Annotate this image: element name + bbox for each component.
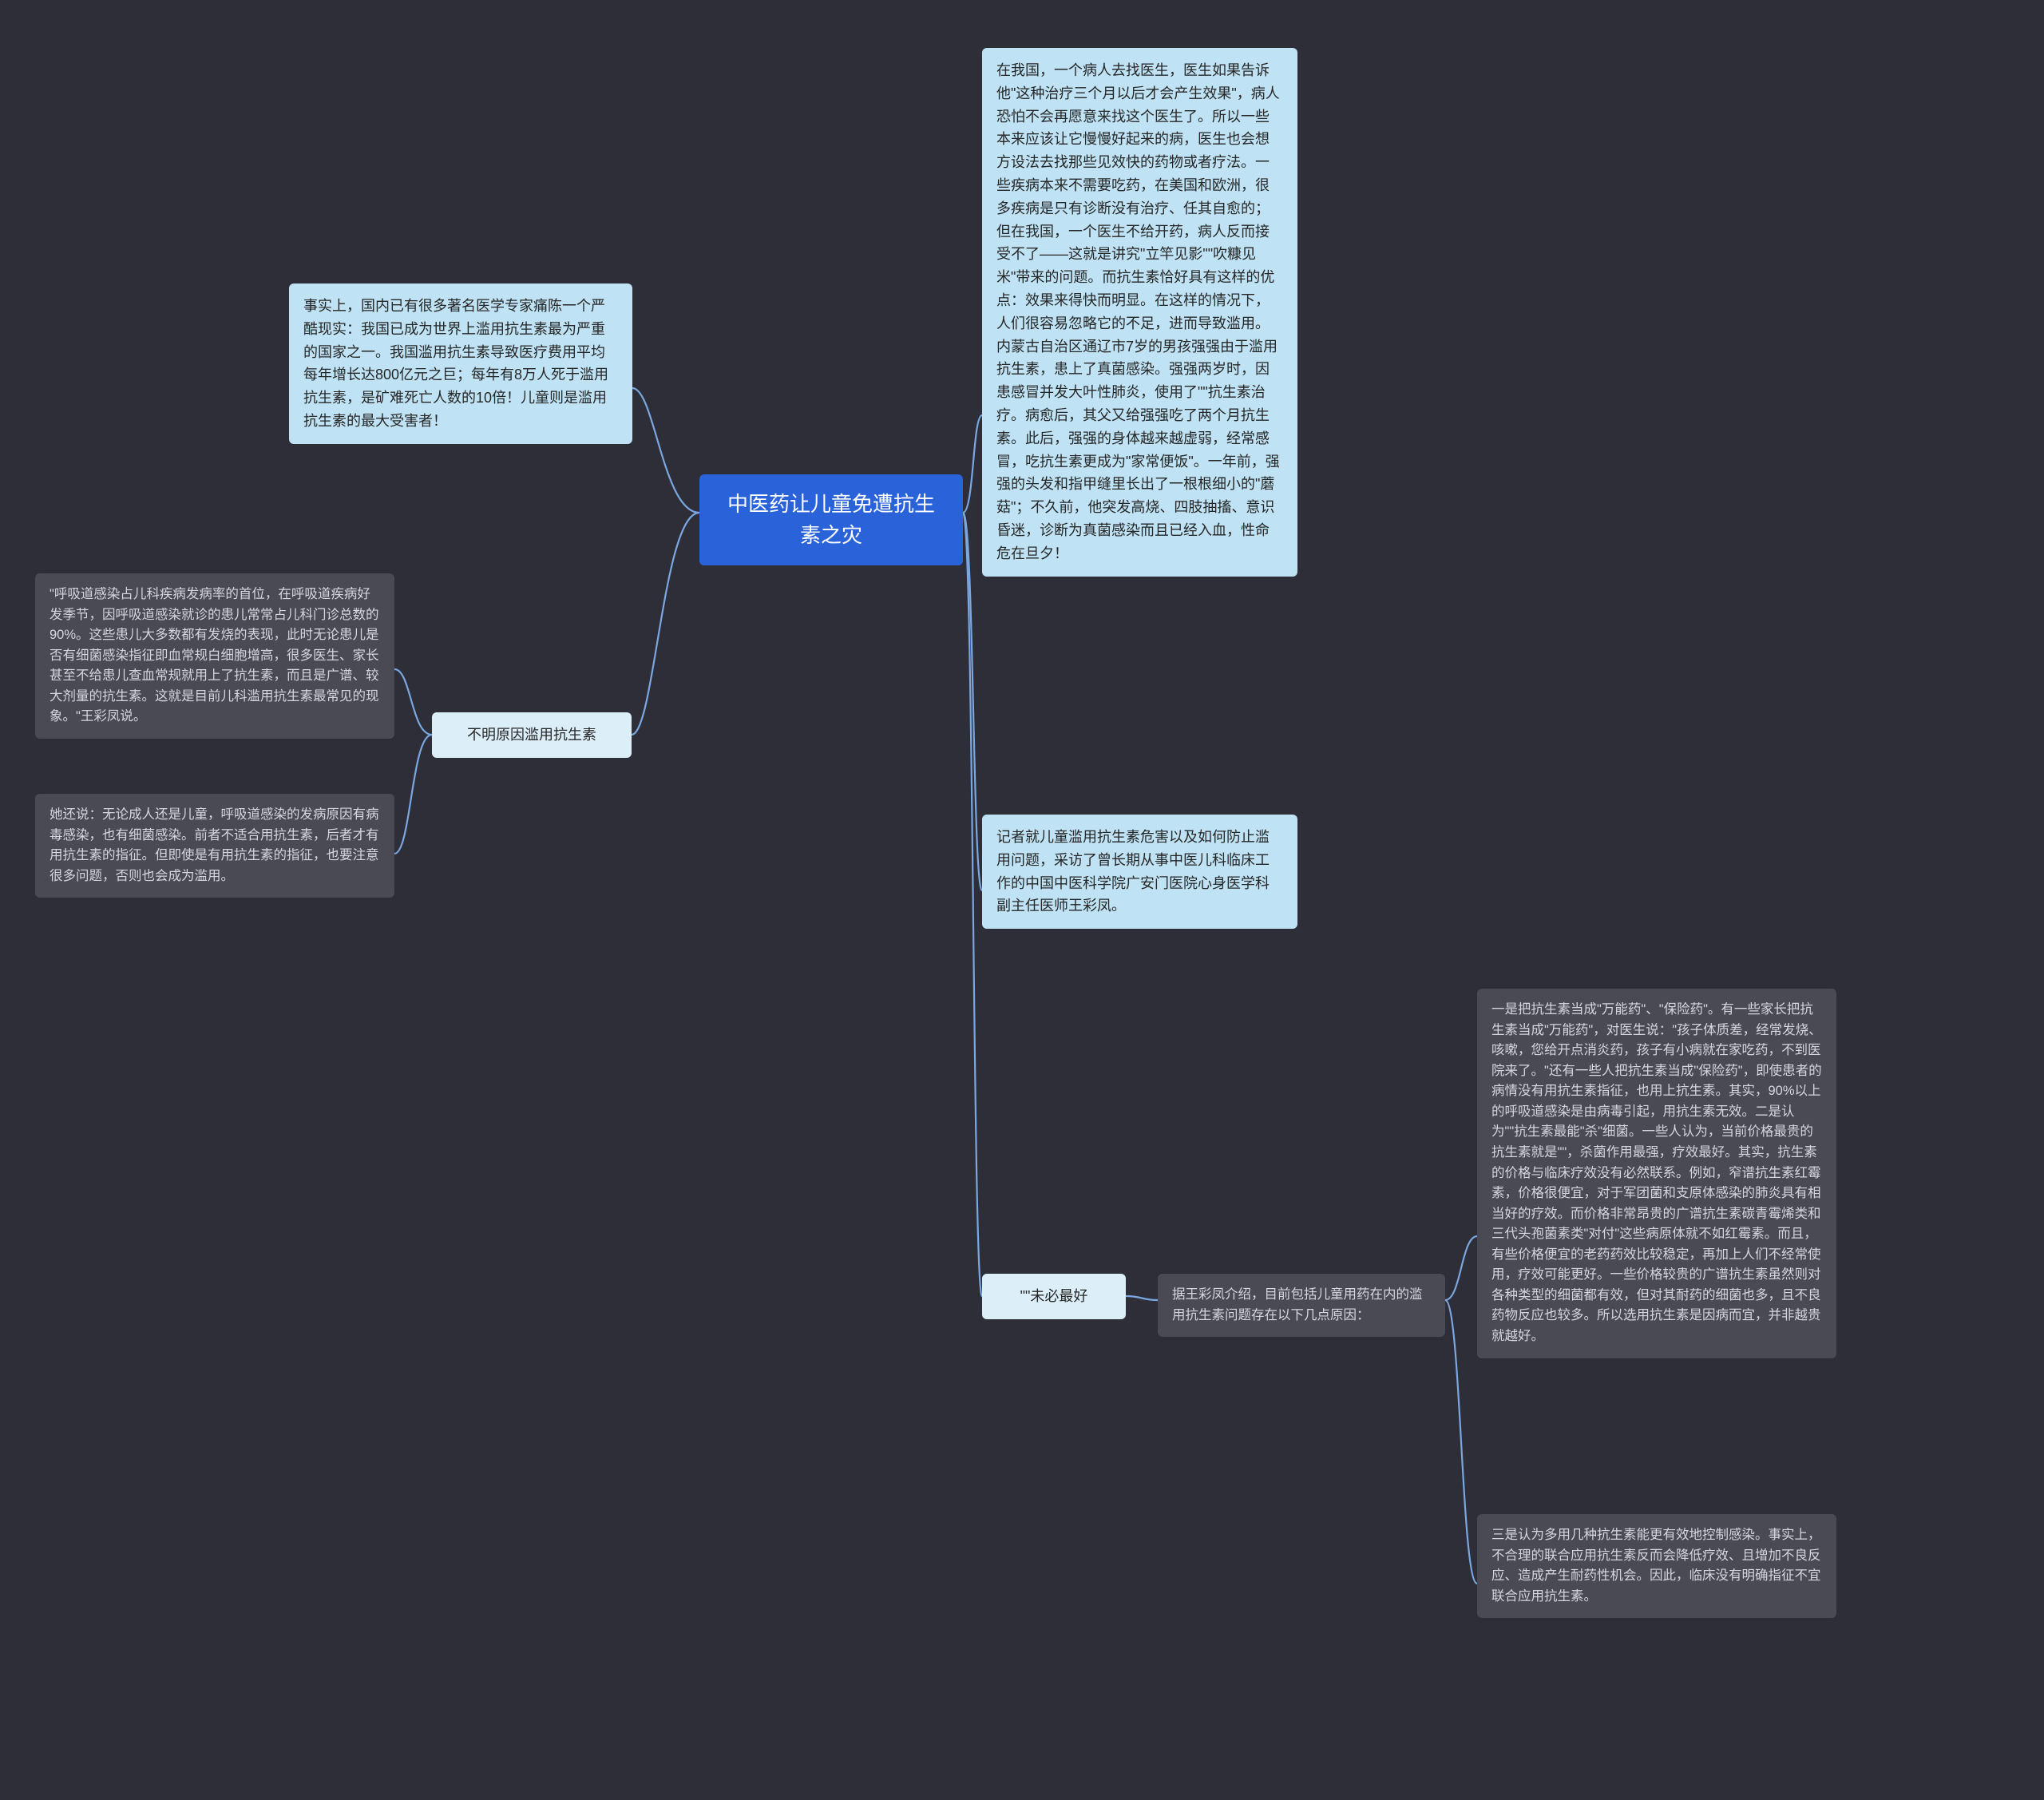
fact-text: 事实上，国内已有很多著名医学专家痛陈一个严酷现实：我国已成为世界上滥用抗生素最为…	[303, 298, 608, 429]
notbest-detail-2[interactable]: 三是认为多用几种抗生素能更有效地控制感染。事实上，不合理的联合应用抗生素反而会降…	[1477, 1514, 1836, 1618]
unknown-cause-node[interactable]: 不明原因滥用抗生素	[432, 712, 632, 758]
story-text: 在我国，一个病人去找医生，医生如果告诉他"这种治疗三个月以后才会产生效果"，病人…	[996, 62, 1280, 561]
reporter-text: 记者就儿童滥用抗生素危害以及如何防止滥用问题，采访了曾长期从事中医儿科临床工作的…	[996, 829, 1270, 914]
unknown-detail-1[interactable]: "呼吸道感染占儿科疾病发病率的首位，在呼吸道疾病好发季节，因呼吸道感染就诊的患儿…	[35, 573, 394, 739]
notbest-intro-node[interactable]: 据王彩凤介绍，目前包括儿童用药在内的滥用抗生素问题存在以下几点原因：	[1158, 1274, 1445, 1337]
root-title: 中医药让儿童免遭抗生素之灾	[727, 492, 935, 547]
notbest-detail-1[interactable]: 一是把抗生素当成"万能药"、"保险药"。有一些家长把抗生素当成"万能药"，对医生…	[1477, 989, 1836, 1358]
unknown-detail-2[interactable]: 她还说：无论成人还是儿童，呼吸道感染的发病原因有病毒感染，也有细菌感染。前者不适…	[35, 794, 394, 898]
fact-node[interactable]: 事实上，国内已有很多著名医学专家痛陈一个严酷现实：我国已成为世界上滥用抗生素最为…	[289, 283, 632, 444]
unknown-cause-title: 不明原因滥用抗生素	[467, 727, 596, 743]
notbest-detail-2-text: 三是认为多用几种抗生素能更有效地控制感染。事实上，不合理的联合应用抗生素反而会降…	[1491, 1528, 1821, 1604]
notbest-title: ""未必最好	[1020, 1288, 1088, 1304]
unknown-detail-2-text: 她还说：无论成人还是儿童，呼吸道感染的发病原因有病毒感染，也有细菌感染。前者不适…	[50, 807, 379, 883]
notbest-intro-text: 据王彩凤介绍，目前包括儿童用药在内的滥用抗生素问题存在以下几点原因：	[1172, 1287, 1423, 1322]
reporter-node[interactable]: 记者就儿童滥用抗生素危害以及如何防止滥用问题，采访了曾长期从事中医儿科临床工作的…	[982, 815, 1297, 929]
unknown-detail-1-text: "呼吸道感染占儿科疾病发病率的首位，在呼吸道疾病好发季节，因呼吸道感染就诊的患儿…	[50, 587, 379, 724]
root-node[interactable]: 中医药让儿童免遭抗生素之灾	[699, 474, 963, 565]
notbest-node[interactable]: ""未必最好	[982, 1274, 1126, 1319]
notbest-detail-1-text: 一是把抗生素当成"万能药"、"保险药"。有一些家长把抗生素当成"万能药"，对医生…	[1491, 1002, 1822, 1343]
story-node[interactable]: 在我国，一个病人去找医生，医生如果告诉他"这种治疗三个月以后才会产生效果"，病人…	[982, 48, 1297, 577]
